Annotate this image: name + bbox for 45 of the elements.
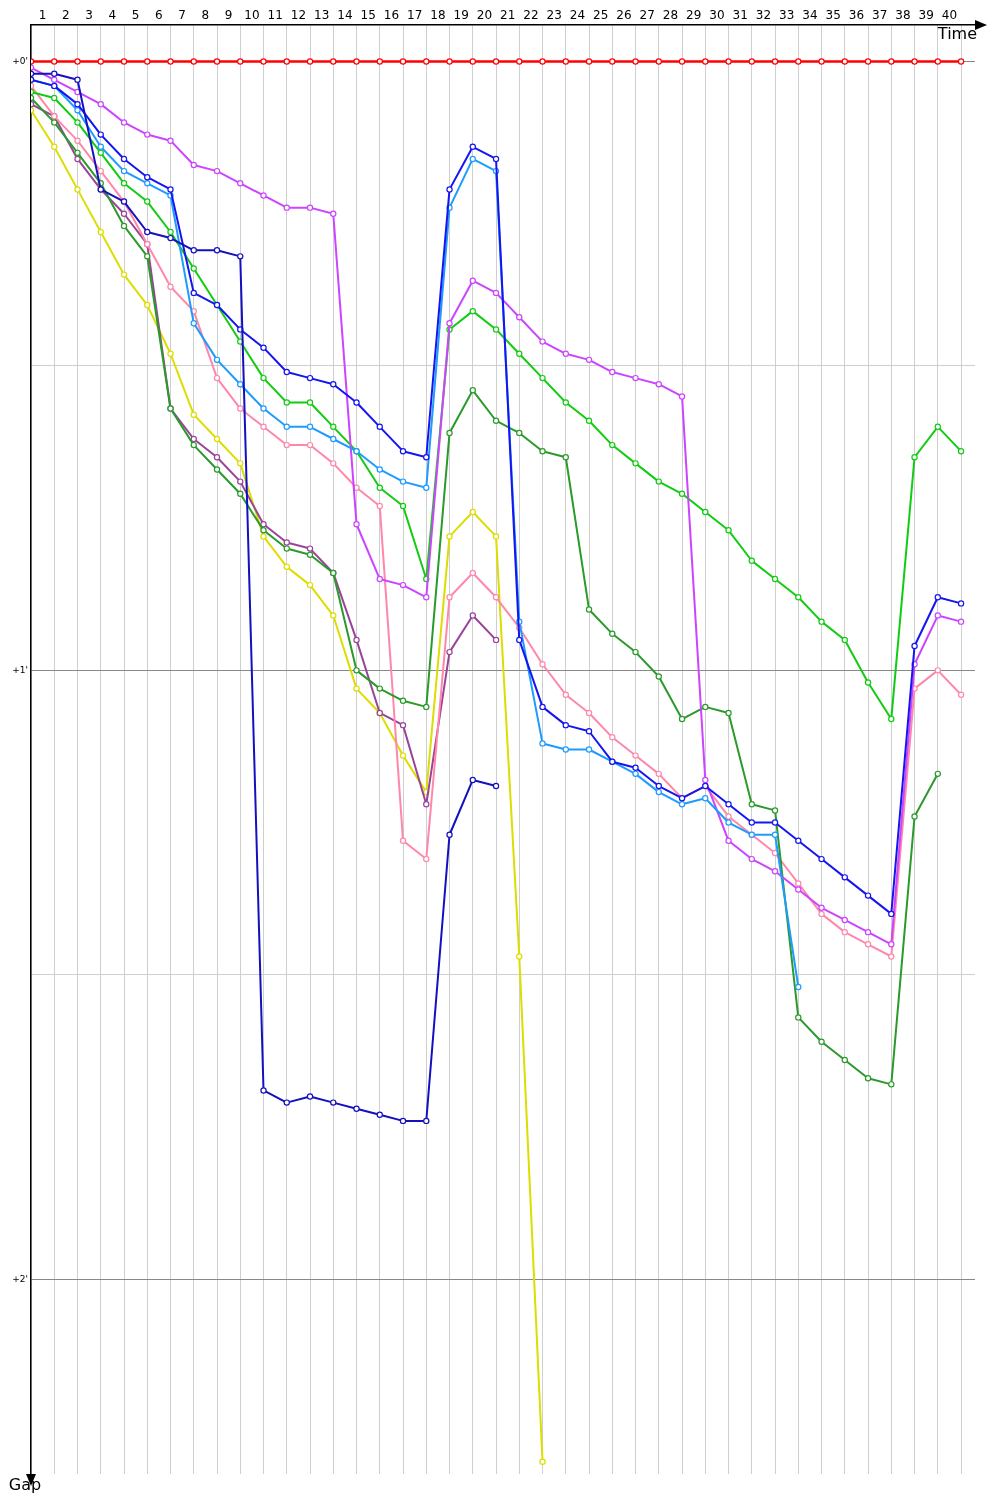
x-tick-label: 17 [407,7,423,22]
x-tick-label: 10 [244,7,260,22]
x-tick-label: 18 [430,7,446,22]
x-tick-label: 32 [755,7,772,22]
x-tick-label: 36 [848,7,865,22]
x-axis-title: Time [936,24,977,44]
x-tick-label: 7 [178,7,186,22]
x-tick-label: 28 [662,7,679,22]
x-tick-label: 12 [290,7,307,22]
x-tick-label: 39 [918,7,934,22]
x-tick-label: 20 [476,7,493,22]
x-tick-label: 23 [546,7,562,22]
x-tick-label: 21 [500,7,516,22]
x-tick-label: 14 [337,7,353,22]
x-tick-label: 38 [895,7,911,22]
x-tick-label: 22 [523,7,539,22]
x-tick-label: 1 [38,7,47,22]
x-tick-label: 35 [825,7,841,22]
x-tick-label: 4 [108,7,117,22]
x-tick-label: 40 [941,7,958,22]
y-tick-label: +0' [12,55,28,66]
x-tick-label: 30 [709,7,725,22]
x-tick-label: 5 [131,7,140,22]
x-tick-label: 3 [85,7,93,22]
x-tick-label: 13 [314,7,330,22]
x-tick-label: 27 [639,7,655,22]
x-tick-label: 11 [267,7,283,22]
x-tick-label: 24 [569,7,586,22]
x-tick-label: 29 [686,7,702,22]
x-tick-label: 25 [593,7,609,22]
x-tick-label: 26 [616,7,632,22]
y-tick-label: +1' [12,664,28,675]
x-tick-label: 2 [62,7,70,22]
y-tick-label: +2' [12,1273,28,1284]
x-tick-label: 33 [779,7,795,22]
x-tick-label: 16 [383,7,400,22]
x-tick-label: 31 [732,7,748,22]
x-tick-label: 34 [802,7,818,22]
x-tick-label: 37 [872,7,888,22]
y-axis-title: Gap [8,1475,42,1495]
x-tick-label: 9 [224,7,233,22]
x-tick-label: 8 [201,7,210,22]
x-tick-label: 6 [155,7,163,22]
x-tick-label: 19 [453,7,469,22]
x-tick-label: 15 [360,7,376,22]
